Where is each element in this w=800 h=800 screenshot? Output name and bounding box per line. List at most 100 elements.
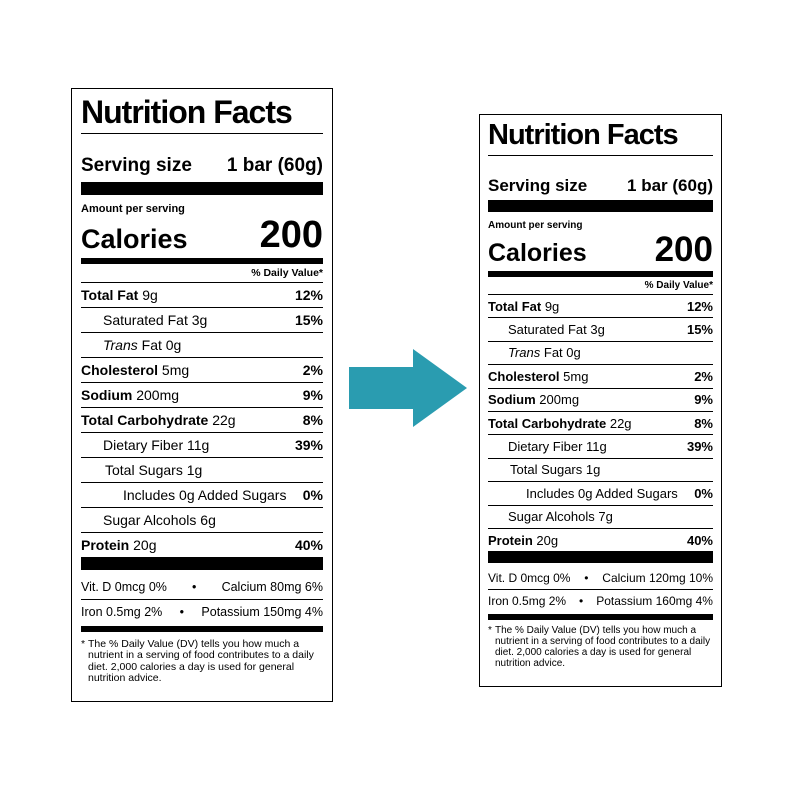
vitamin-left: Vit. D 0mcg 0% xyxy=(81,579,167,594)
nutrient-dv: 12% xyxy=(686,298,713,314)
nutrient-name: Fat 0g xyxy=(543,345,581,361)
nutrient-row-total-carbohydrate: Total Carbohydrate 22g 8% xyxy=(81,407,323,432)
medium-divider xyxy=(81,258,323,264)
footnote-star: * xyxy=(81,638,86,650)
nutrient-dv: 8% xyxy=(302,412,323,428)
nutrient-amount: 200mg xyxy=(136,387,180,403)
nutrient-name: Protein xyxy=(488,532,533,548)
nutrient-row-dietary-fiber: Dietary Fiber 11g 39% xyxy=(81,432,323,457)
nutrient-name-italic: Trans xyxy=(103,337,138,353)
serving-size-row: Serving size 1 bar (60g) xyxy=(81,155,323,177)
nutrient-row-trans-fat: Trans Fat 0g xyxy=(488,340,713,364)
calories-row: Calories 200 xyxy=(488,232,713,267)
vitamin-bullet: • xyxy=(179,605,185,619)
nutrient-row-saturated-fat: Saturated Fat 3g 15% xyxy=(488,317,713,340)
label-title: Nutrition Facts xyxy=(81,94,293,130)
nutrient-dv: 15% xyxy=(294,312,323,328)
right-arrow-icon xyxy=(349,349,467,427)
nutrient-dv: 2% xyxy=(694,368,713,384)
vitamin-right: Potassium 160mg 4% xyxy=(596,594,713,609)
nutrient-amount: 22g xyxy=(212,412,236,428)
amount-per-serving: Amount per serving xyxy=(488,220,583,231)
nutrient-name: Total Fat xyxy=(488,298,542,314)
nutrient-amount: 20g xyxy=(536,532,559,548)
vitamin-row: Vit. D 0mcg 0% • Calcium 80mg 6% xyxy=(81,574,323,599)
nutrient-dv: 39% xyxy=(294,437,323,453)
vitamin-row: Iron 0.5mg 2% • Potassium 160mg 4% xyxy=(488,589,713,612)
nutrient-name: Total Fat xyxy=(81,287,139,303)
nutrient-name: Sodium xyxy=(81,387,133,403)
footnote: * The % Daily Value (DV) tells you how m… xyxy=(488,620,713,669)
nutrient-dv: 2% xyxy=(302,362,323,378)
nutrient-row-cholesterol: Cholesterol 5mg 2% xyxy=(81,357,323,382)
nutrient-name: Dietary Fiber 11g xyxy=(508,439,607,455)
thick-divider xyxy=(488,551,713,564)
nutrient-name: Saturated Fat 3g xyxy=(508,322,605,338)
nutrient-row-added-sugars: Includes 0g Added Sugars 0% xyxy=(81,482,323,507)
nutrient-name: Saturated Fat 3g xyxy=(103,312,208,328)
vitamin-bullet: • xyxy=(584,570,589,585)
nutrient-row-protein: Protein 20g 40% xyxy=(81,532,323,557)
nutrient-row-saturated-fat: Saturated Fat 3g 15% xyxy=(81,307,323,332)
nutrient-name: Sodium xyxy=(488,392,536,408)
nutrient-name: Cholesterol xyxy=(488,368,560,384)
arrow-shape xyxy=(349,349,467,427)
nutrient-dv: 39% xyxy=(686,439,713,455)
footnote: * The % Daily Value (DV) tells you how m… xyxy=(81,632,323,684)
calories-label: Calories xyxy=(488,239,587,267)
serving-size-label: Serving size xyxy=(488,176,588,195)
nutrient-amount: 5mg xyxy=(161,362,190,378)
nutrient-amount: 20g xyxy=(133,537,157,553)
thick-divider xyxy=(81,557,323,570)
medium-divider xyxy=(488,271,713,277)
nutrient-dv: 40% xyxy=(294,537,323,553)
nutrient-row-cholesterol: Cholesterol 5mg 2% xyxy=(488,364,713,387)
label-title: Nutrition Facts xyxy=(488,119,679,151)
nutrient-dv: 12% xyxy=(294,287,323,303)
serving-size-value: 1 bar (60g) xyxy=(226,155,323,176)
nutrient-name: Total Sugars 1g xyxy=(510,462,601,478)
medium-divider xyxy=(488,614,713,621)
vitamin-left: Iron 0.5mg 2% xyxy=(81,605,163,619)
nutrient-row-total-sugars: Total Sugars 1g xyxy=(488,457,713,481)
calories-label: Calories xyxy=(81,224,188,254)
nutrient-name: Includes 0g Added Sugars xyxy=(526,485,678,501)
vitamin-left: Iron 0.5mg 2% xyxy=(488,594,567,609)
divider xyxy=(81,133,323,134)
nutrient-dv: 15% xyxy=(686,322,713,338)
calories-row: Calories 200 xyxy=(81,216,323,254)
nutrient-row-sugar-alcohols: Sugar Alcohols 6g xyxy=(81,507,323,532)
serving-size-value: 1 bar (60g) xyxy=(627,176,713,195)
thick-divider xyxy=(81,182,323,195)
nutrition-label-revised: Nutrition Facts Serving size 1 bar (60g)… xyxy=(479,114,722,687)
daily-value-header: % Daily Value* xyxy=(644,280,713,291)
nutrient-row-total-fat: Total Fat 9g 12% xyxy=(81,282,323,307)
vitamin-right: Calcium 80mg 6% xyxy=(221,579,323,594)
nutrient-name: Dietary Fiber 11g xyxy=(103,437,210,453)
serving-size-label: Serving size xyxy=(81,155,192,176)
medium-divider xyxy=(81,626,323,632)
vitamin-right: Calcium 120mg 10% xyxy=(602,570,713,585)
nutrient-dv: 40% xyxy=(686,532,713,548)
nutrient-amount: 22g xyxy=(609,415,632,431)
nutrient-amount: 9g xyxy=(142,287,158,303)
divider xyxy=(488,155,713,156)
daily-value-header: % Daily Value* xyxy=(251,267,323,279)
nutrient-name-italic: Trans xyxy=(508,345,541,361)
footnote-text: The % Daily Value (DV) tells you how muc… xyxy=(88,638,314,684)
nutrient-row-total-fat: Total Fat 9g 12% xyxy=(488,294,713,317)
vitamin-row: Iron 0.5mg 2% • Potassium 150mg 4% xyxy=(81,599,323,624)
nutrient-name: Fat 0g xyxy=(141,337,182,353)
nutrient-dv: 8% xyxy=(694,415,713,431)
nutrient-row-protein: Protein 20g 40% xyxy=(488,527,713,551)
nutrient-dv: 0% xyxy=(302,487,323,503)
nutrient-name: Protein xyxy=(81,537,130,553)
nutrient-dv: 0% xyxy=(694,485,713,501)
serving-size-row: Serving size 1 bar (60g) xyxy=(488,176,713,196)
nutrient-row-total-sugars: Total Sugars 1g xyxy=(81,457,323,482)
nutrient-name: Total Sugars 1g xyxy=(105,462,203,478)
vitamin-row: Vit. D 0mcg 0% • Calcium 120mg 10% xyxy=(488,566,713,589)
nutrient-name: Includes 0g Added Sugars xyxy=(123,487,287,503)
nutrient-row-sugar-alcohols: Sugar Alcohols 7g xyxy=(488,504,713,528)
vitamin-right: Potassium 150mg 4% xyxy=(201,605,323,619)
